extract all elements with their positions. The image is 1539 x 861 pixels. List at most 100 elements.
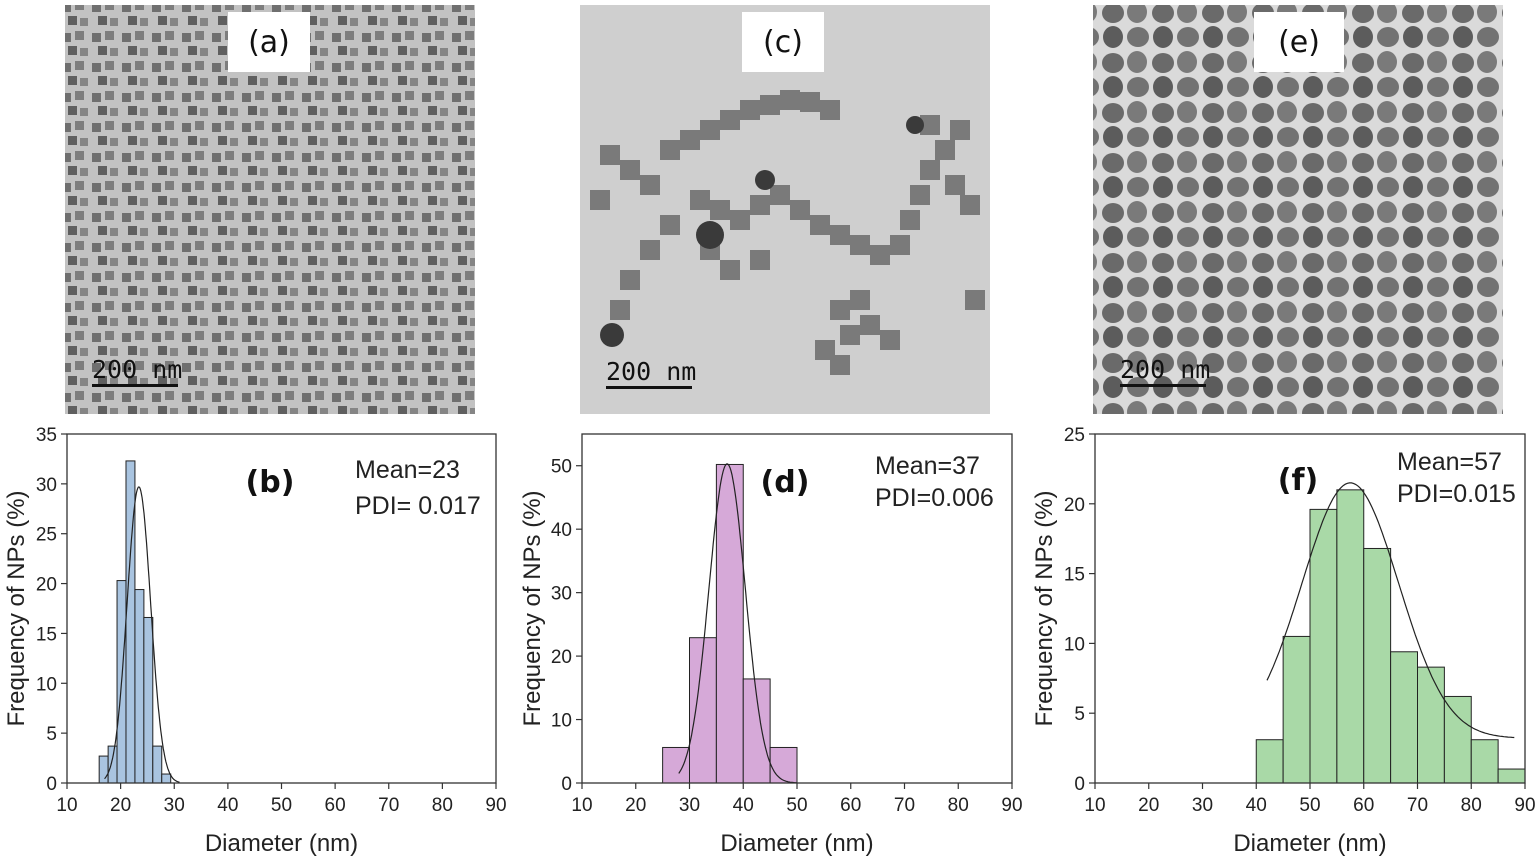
histogram-bar xyxy=(143,616,154,784)
x-tick-label: 40 xyxy=(217,795,238,816)
x-tick-label: 40 xyxy=(733,795,754,816)
x-tick-label: 70 xyxy=(894,795,915,816)
histogram-panel-label: (f) xyxy=(1278,463,1318,498)
histogram-panel-label: (d) xyxy=(761,465,810,500)
micrograph-e-scale-bar xyxy=(1120,384,1206,387)
pdi-annotation: PDI=0.015 xyxy=(1397,480,1516,508)
mean-annotation: Mean=37 xyxy=(875,452,980,480)
y-tick-label: 20 xyxy=(551,647,572,668)
pdi-annotation: PDI=0.006 xyxy=(875,484,994,512)
histogram-bar xyxy=(1282,635,1311,784)
histogram-panels: 10 20 30 40 50 60 70 80 9005101520253035Diameter… xyxy=(3,425,1536,857)
histogram-bar xyxy=(1309,508,1338,784)
histogram-bar xyxy=(1255,739,1284,784)
x-tick-label: 60 xyxy=(1353,795,1374,816)
histogram-b: 10 20 30 40 50 60 70 80 90 0 5 10 15 20 25 30 35 Diameter… xyxy=(3,425,507,857)
x-tick-label: 50 xyxy=(271,795,292,816)
x-tick-label: 10 xyxy=(571,795,592,816)
y-tick-label: 30 xyxy=(36,475,57,496)
micrograph-a: (a) 200 nm xyxy=(65,5,475,414)
x-tick-label: 20 xyxy=(110,795,131,816)
y-tick-label: 20 xyxy=(1064,495,1085,516)
x-tick-label: 40 xyxy=(1246,795,1267,816)
histogram-bar xyxy=(1363,547,1392,784)
y-tick-label: 5 xyxy=(1074,704,1085,725)
y-tick-label: 30 xyxy=(551,584,572,605)
x-tick-label: 70 xyxy=(1407,795,1428,816)
histogram-bar xyxy=(1417,666,1445,784)
histogram-bar xyxy=(1497,768,1526,784)
micrograph-c-label: (c) xyxy=(763,25,803,60)
x-tick-label: 30 xyxy=(679,795,700,816)
histogram-bar xyxy=(1390,651,1418,784)
y-tick-label: 0 xyxy=(561,774,572,795)
y-tick-label: 25 xyxy=(36,525,57,546)
y-tick-label: 15 xyxy=(1064,565,1085,586)
mean-annotation: Mean=23 xyxy=(355,456,460,484)
pdi-annotation: PDI= 0.017 xyxy=(355,492,481,520)
y-tick-label: 25 xyxy=(1064,425,1085,446)
x-tick-label: 90 xyxy=(1514,795,1535,816)
x-tick-label: 80 xyxy=(1461,795,1482,816)
x-tick-label: 70 xyxy=(378,795,399,816)
y-tick-label: 40 xyxy=(551,520,572,541)
y-tick-label: 35 xyxy=(36,425,57,446)
y-tick-label: 20 xyxy=(36,575,57,596)
micrograph-a-scale-bar xyxy=(92,384,178,387)
x-axis-title: Diameter (nm) xyxy=(1233,830,1386,857)
micrograph-c-clusters xyxy=(600,116,924,347)
histogram-bar xyxy=(1443,695,1472,784)
micrograph-a-scale-text: 200 nm xyxy=(92,355,182,384)
micrograph-e-label-box xyxy=(1254,12,1344,72)
histogram-bar xyxy=(689,637,717,784)
histogram-bar xyxy=(1470,739,1499,784)
x-axis-title: Diameter (nm) xyxy=(720,830,873,857)
y-tick-label: 5 xyxy=(46,724,57,745)
micrograph-c-label-box xyxy=(742,12,824,72)
micrograph-c: (c) 200 nm xyxy=(580,5,990,414)
x-tick-label: 60 xyxy=(840,795,861,816)
histogram-bar xyxy=(152,745,163,784)
micrograph-a-label-box xyxy=(228,12,310,72)
micrograph-a-image xyxy=(65,5,475,414)
micrograph-e-image xyxy=(1093,5,1503,414)
y-tick-label: 10 xyxy=(551,711,572,732)
y-tick-label: 0 xyxy=(46,774,57,795)
histogram-bar xyxy=(715,463,744,784)
micrograph-c-particles xyxy=(590,90,985,375)
histogram-f: 10 20 30 40 50 60 70 80 90 0 5 10 15 20 25 Diameter (nm… xyxy=(1031,425,1536,857)
y-tick-label: 15 xyxy=(36,624,57,645)
mean-annotation: Mean=57 xyxy=(1397,448,1502,476)
micrograph-e-label: (e) xyxy=(1278,25,1320,60)
y-tick-label: 10 xyxy=(36,674,57,695)
histogram-bar xyxy=(662,746,690,784)
x-tick-label: 10 xyxy=(1084,795,1105,816)
x-tick-label: 20 xyxy=(1138,795,1159,816)
histogram-bar xyxy=(769,746,798,784)
x-tick-label: 20 xyxy=(625,795,646,816)
micrograph-e: (e) 200 nm xyxy=(1093,5,1503,414)
y-tick-label: 0 xyxy=(1074,774,1085,795)
x-tick-label: 90 xyxy=(1001,795,1022,816)
gaussian-fit-line xyxy=(104,486,180,783)
histogram-panel-label: (b) xyxy=(246,465,295,500)
y-tick-label: 50 xyxy=(551,457,572,478)
histogram-bar xyxy=(134,589,145,784)
histogram-bar xyxy=(161,773,172,784)
x-tick-label: 90 xyxy=(485,795,506,816)
x-tick-label: 80 xyxy=(948,795,969,816)
micrograph-c-scale-text: 200 nm xyxy=(606,357,696,386)
x-tick-label: 50 xyxy=(786,795,807,816)
x-tick-label: 30 xyxy=(164,795,185,816)
micrograph-e-scale-text: 200 nm xyxy=(1120,355,1210,384)
micrograph-c-scale-bar xyxy=(606,386,692,389)
x-tick-label: 10 xyxy=(56,795,77,816)
gaussian-fit-line xyxy=(1266,482,1515,739)
y-tick-label: 10 xyxy=(1064,634,1085,655)
micrograph-c-image xyxy=(580,5,990,414)
x-tick-label: 30 xyxy=(1192,795,1213,816)
histogram-bar xyxy=(98,755,109,784)
y-axis-title: Frequency of NPs (%) xyxy=(519,490,546,726)
gaussian-fit-line xyxy=(678,463,798,784)
